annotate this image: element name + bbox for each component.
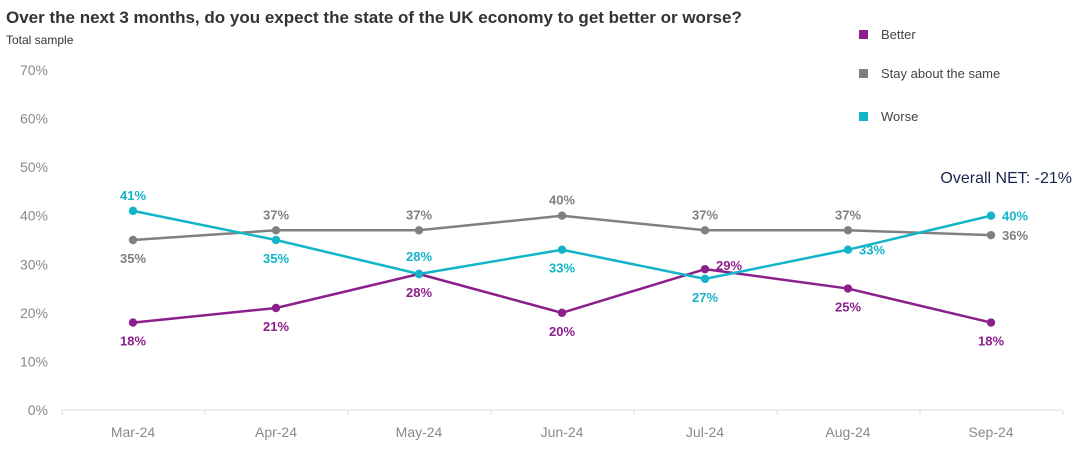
y-tick-label: 20% — [20, 305, 48, 321]
legend-label: Worse — [881, 109, 918, 124]
data-point — [128, 206, 138, 216]
y-tick-label: 30% — [20, 256, 48, 272]
x-tick-label: Aug-24 — [825, 424, 870, 440]
data-point — [700, 274, 710, 284]
data-label: 33% — [859, 243, 885, 258]
data-label: 33% — [549, 261, 575, 276]
data-label: 18% — [120, 334, 146, 349]
data-point — [128, 318, 138, 327]
data-label: 27% — [692, 290, 718, 305]
data-label: 36% — [1002, 228, 1028, 243]
y-tick-label: 70% — [20, 62, 48, 78]
legend-marker-stay-about-the-same — [859, 69, 868, 78]
data-point — [557, 308, 567, 318]
data-point — [557, 245, 567, 254]
data-point — [986, 230, 996, 240]
y-tick-label: 50% — [20, 159, 48, 175]
data-label: 20% — [549, 324, 575, 339]
data-point — [986, 318, 996, 327]
data-label: 18% — [978, 334, 1004, 349]
y-tick-label: 0% — [28, 402, 48, 418]
data-label: 35% — [120, 251, 146, 266]
data-label: 25% — [835, 300, 861, 315]
data-label: 37% — [692, 207, 718, 222]
legend-marker-worse — [859, 112, 868, 121]
data-label: 41% — [120, 188, 146, 203]
data-point — [271, 303, 281, 313]
chart-title: Over the next 3 months, do you expect th… — [6, 8, 742, 27]
data-point — [986, 211, 996, 220]
legend: Better Stay about the same Worse — [859, 27, 1000, 124]
x-tick-label: Apr-24 — [255, 424, 297, 440]
series-labels: 18% 21% 28% 20% 29% 25% 18% 35% 37% 37% 40% 37% 37% 3… — [120, 188, 1028, 349]
overall-net-annotation: Overall NET: -21% — [940, 170, 1072, 187]
data-point — [843, 245, 853, 254]
data-point — [414, 226, 424, 235]
x-tick-label: Jun-24 — [541, 424, 584, 440]
x-tick-label: Mar-24 — [111, 424, 156, 440]
data-point — [843, 284, 853, 293]
data-label: 28% — [406, 249, 432, 264]
data-label: 37% — [406, 207, 432, 222]
data-point — [271, 235, 281, 245]
y-axis: 0% 10% 20% 30% 40% 50% 60% 70% — [20, 62, 48, 418]
data-label: 28% — [406, 285, 432, 300]
x-tick-label: Jul-24 — [686, 424, 724, 440]
data-label: 40% — [549, 193, 575, 208]
data-label: 21% — [263, 319, 289, 334]
data-point — [700, 264, 710, 274]
data-point — [128, 235, 138, 245]
data-label: 37% — [835, 207, 861, 222]
y-tick-label: 40% — [20, 208, 48, 224]
legend-marker-better — [859, 30, 868, 39]
data-point — [414, 269, 424, 279]
data-label: 40% — [1002, 209, 1028, 224]
x-tick-label: Sep-24 — [968, 424, 1013, 440]
legend-label: Stay about the same — [881, 66, 1000, 81]
data-point — [843, 226, 853, 235]
data-point — [557, 211, 567, 220]
data-point — [271, 226, 281, 235]
data-point — [700, 226, 710, 235]
legend-label: Better — [881, 27, 916, 42]
y-tick-label: 60% — [20, 111, 48, 127]
data-label: 35% — [263, 251, 289, 266]
x-tick-label: May-24 — [396, 424, 443, 440]
x-axis: Mar-24 Apr-24 May-24 Jun-24 Jul-24 Aug-24 Sep-… — [61, 409, 1064, 440]
data-label: 29% — [716, 258, 742, 273]
chart-subtitle: Total sample — [6, 33, 74, 47]
data-label: 37% — [263, 207, 289, 222]
series-points — [128, 206, 996, 327]
y-tick-label: 10% — [20, 353, 48, 369]
